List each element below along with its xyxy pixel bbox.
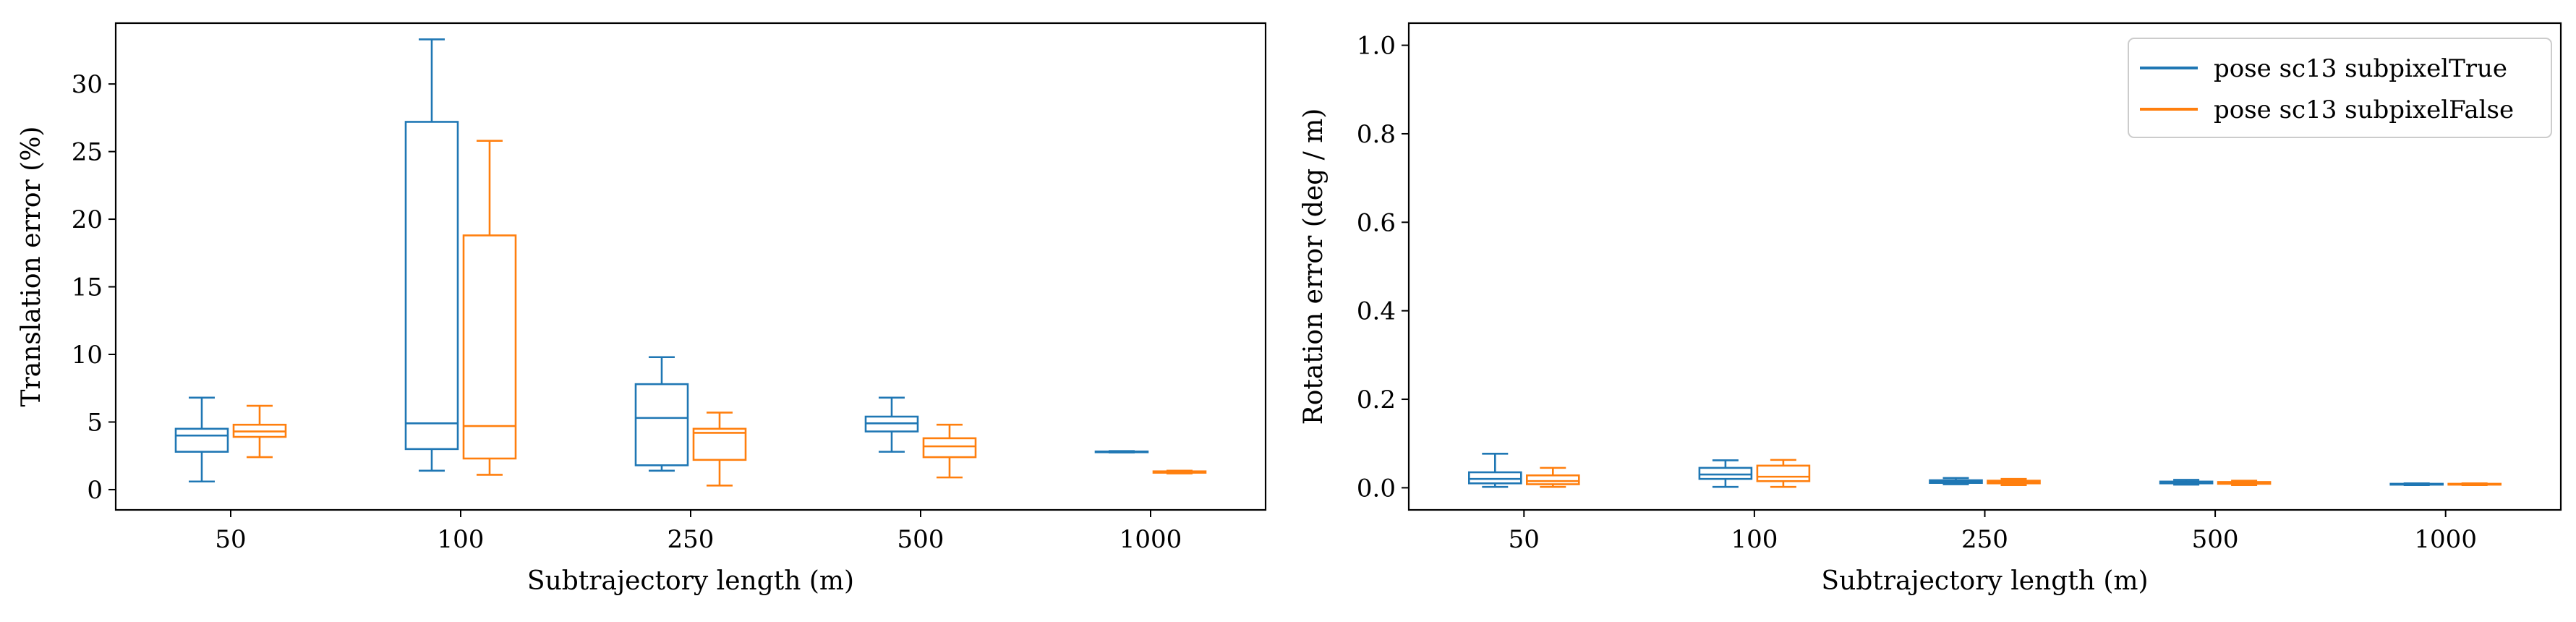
y-axis-label: Translation error (%) <box>17 127 46 407</box>
box-subpixel-true-50 <box>1468 452 1522 488</box>
legend-frame <box>2128 38 2552 138</box>
y-tick-label: 0.0 <box>1357 474 1396 503</box>
box-body <box>404 121 459 451</box>
box-subpixel-true-500 <box>2159 479 2214 486</box>
box-subpixel-false-1000 <box>2447 482 2502 487</box>
x-tick-label: 50 <box>215 525 246 554</box>
box-body <box>462 234 517 460</box>
y-tick-label: 0 <box>87 476 103 505</box>
box-body <box>1756 464 1811 482</box>
x-tick-label: 250 <box>668 525 715 554</box>
box-subpixel-false-250 <box>1987 477 2041 487</box>
y-tick-label: 0.4 <box>1357 297 1396 326</box>
y-tick-label: 20 <box>72 205 103 234</box>
box-body <box>634 383 689 466</box>
y-tick-label: 10 <box>72 341 103 370</box>
x-axis-label: Subtrajectory length (m) <box>1821 566 2148 596</box>
x-axis: 50 100 250 500 1000 <box>1509 510 2477 554</box>
box-subpixel-false-500 <box>2217 480 2272 487</box>
box-subpixel-true-100 <box>404 38 459 472</box>
x-tick-label: 50 <box>1509 525 1540 554</box>
box-subpixel-false-50 <box>1526 466 1580 488</box>
x-tick-label: 500 <box>2192 525 2239 554</box>
box-subpixel-false-500 <box>922 423 977 479</box>
y-tick-label: 25 <box>72 138 103 167</box>
box-subpixel-true-1000 <box>1094 450 1149 453</box>
boxplots <box>174 38 1207 487</box>
box-subpixel-false-100 <box>462 140 517 476</box>
y-tick-label: 0.2 <box>1357 385 1396 414</box>
legend: pose sc13 subpixelTrue pose sc13 subpixe… <box>2128 38 2552 138</box>
y-tick-label: 0.8 <box>1357 120 1396 149</box>
box-subpixel-true-50 <box>174 396 229 483</box>
y-axis: 0.0 0.2 0.4 0.6 0.8 1.0 <box>1357 32 1409 503</box>
x-tick-label: 1000 <box>1119 525 1182 554</box>
y-tick-label: 0.6 <box>1357 208 1396 237</box>
rotation-error-chart: 0.0 0.2 0.4 0.6 0.8 1.0 50 100 250 500 1000 Subtr… <box>1299 22 2562 596</box>
box-subpixel-true-1000 <box>2389 482 2444 487</box>
translation-error-chart: 0 5 10 15 20 25 30 50 100 250 500 1000 Subtrajecto… <box>17 22 1267 596</box>
box-body <box>1468 471 1522 485</box>
y-tick-label: 15 <box>72 273 103 302</box>
x-tick-label: 1000 <box>2414 525 2477 554</box>
x-axis-label: Subtrajectory length (m) <box>527 566 854 596</box>
y-tick-label: 1.0 <box>1357 32 1396 61</box>
x-tick-label: 100 <box>1731 525 1778 554</box>
y-axis: 0 5 10 15 20 25 30 <box>72 70 116 505</box>
box-subpixel-true-100 <box>1698 459 1753 488</box>
x-tick-label: 100 <box>438 525 485 554</box>
box-subpixel-false-1000 <box>1152 469 1207 474</box>
box-subpixel-true-500 <box>864 396 919 453</box>
legend-entry-subpixel-true: pose sc13 subpixelTrue <box>2214 54 2507 83</box>
x-tick-label: 250 <box>1961 525 2008 554</box>
box-body <box>174 427 229 453</box>
box-subpixel-false-250 <box>692 412 747 487</box>
box-subpixel-true-250 <box>634 356 689 472</box>
box-subpixel-true-250 <box>1929 477 1983 485</box>
box-subpixel-false-50 <box>232 404 287 459</box>
x-axis: 50 100 250 500 1000 <box>215 510 1182 554</box>
box-body <box>922 437 977 459</box>
plot-frame <box>114 22 1267 511</box>
boxplots <box>1468 452 2502 488</box>
y-axis-label: Rotation error (deg / m) <box>1299 108 1328 425</box>
x-tick-label: 500 <box>897 525 944 554</box>
legend-entry-subpixel-false: pose sc13 subpixelFalse <box>2214 95 2514 124</box>
box-body <box>1526 474 1580 485</box>
box-subpixel-false-100 <box>1756 459 1811 488</box>
y-tick-label: 5 <box>87 408 103 437</box>
box-body <box>692 427 747 461</box>
box-body <box>1698 466 1753 480</box>
y-tick-label: 30 <box>72 70 103 99</box>
